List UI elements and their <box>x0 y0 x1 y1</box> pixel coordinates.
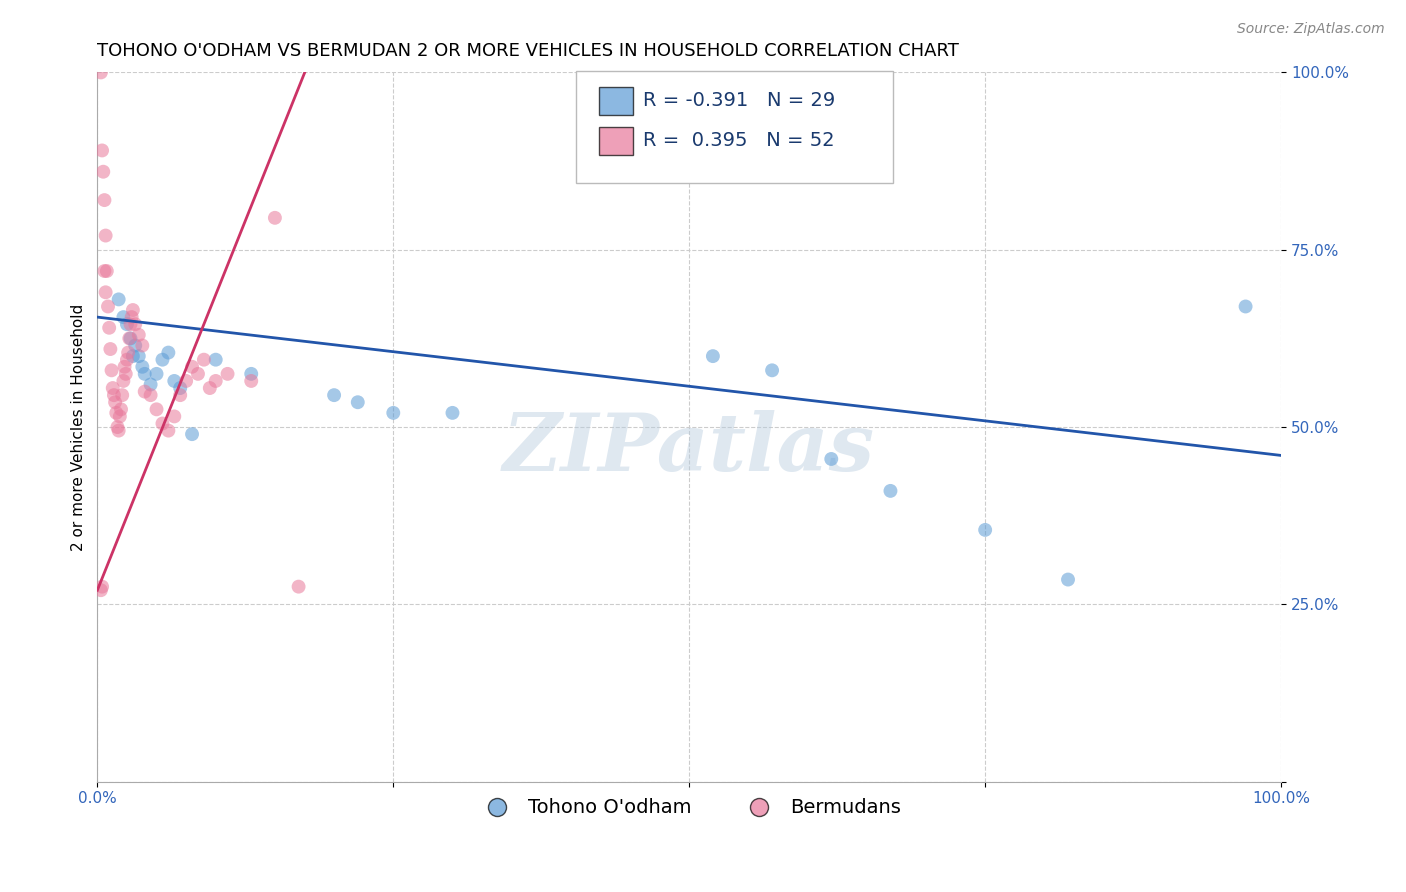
Point <box>181 427 204 442</box>
Point <box>118 331 141 345</box>
Point <box>90 583 112 598</box>
Point <box>90 65 112 79</box>
Text: Source: ZipAtlas.com: Source: ZipAtlas.com <box>1237 22 1385 37</box>
Legend: Tohono O'odham, Bermudans: Tohono O'odham, Bermudans <box>470 790 910 825</box>
Point <box>198 381 221 395</box>
Point <box>217 367 239 381</box>
Point <box>115 317 138 331</box>
Point <box>1057 573 1080 587</box>
Point <box>134 384 156 399</box>
Point <box>204 352 226 367</box>
Point <box>761 363 783 377</box>
Point <box>193 352 215 367</box>
Point <box>114 359 136 374</box>
Point <box>91 165 114 179</box>
Point <box>145 402 167 417</box>
Point <box>441 406 464 420</box>
Point <box>110 402 132 417</box>
Point <box>108 409 131 424</box>
Point <box>112 310 135 325</box>
Text: R =  0.395   N = 52: R = 0.395 N = 52 <box>643 131 834 151</box>
Point <box>114 367 136 381</box>
Point <box>157 345 180 359</box>
Point <box>121 303 143 318</box>
Text: ZIPatlas: ZIPatlas <box>503 409 876 487</box>
Point <box>820 452 842 467</box>
Point <box>264 211 287 225</box>
Point <box>163 374 186 388</box>
Text: R = -0.391   N = 29: R = -0.391 N = 29 <box>643 91 835 111</box>
Point <box>174 374 197 388</box>
Point <box>104 395 127 409</box>
Point <box>974 523 997 537</box>
Point <box>107 424 129 438</box>
Point <box>96 264 118 278</box>
Point <box>204 374 226 388</box>
Point <box>702 349 724 363</box>
Point <box>169 381 191 395</box>
Point <box>121 310 143 325</box>
Point <box>105 406 128 420</box>
Point <box>240 374 263 388</box>
Point <box>100 363 122 377</box>
Point <box>187 367 209 381</box>
Point <box>91 580 114 594</box>
Point <box>124 317 146 331</box>
Text: TOHONO O'ODHAM VS BERMUDAN 2 OR MORE VEHICLES IN HOUSEHOLD CORRELATION CHART: TOHONO O'ODHAM VS BERMUDAN 2 OR MORE VEH… <box>97 42 959 60</box>
Point <box>240 367 263 381</box>
Point <box>101 381 124 395</box>
Point <box>128 349 150 363</box>
Point <box>117 345 139 359</box>
Point <box>181 359 204 374</box>
Point <box>98 320 121 334</box>
Point <box>107 293 129 307</box>
Point <box>163 409 186 424</box>
Point <box>131 359 153 374</box>
Point <box>128 327 150 342</box>
Point <box>145 367 167 381</box>
Point <box>382 406 405 420</box>
Point <box>134 367 156 381</box>
Point <box>139 377 162 392</box>
Point <box>287 580 309 594</box>
Point <box>91 144 114 158</box>
Point <box>346 395 368 409</box>
Point <box>152 417 174 431</box>
Point <box>1234 300 1257 314</box>
Point <box>124 338 146 352</box>
Point <box>115 352 138 367</box>
Point <box>121 349 143 363</box>
Point <box>139 388 162 402</box>
Point <box>97 300 120 314</box>
Point <box>120 317 142 331</box>
Point <box>323 388 346 402</box>
Point <box>93 264 115 278</box>
Point <box>93 193 115 207</box>
Point <box>152 352 174 367</box>
Point <box>112 374 135 388</box>
Point <box>879 483 901 498</box>
Point <box>100 342 122 356</box>
Point <box>107 420 129 434</box>
Point <box>94 285 117 300</box>
Y-axis label: 2 or more Vehicles in Household: 2 or more Vehicles in Household <box>72 303 86 550</box>
Point <box>169 388 191 402</box>
Point <box>157 424 180 438</box>
Point <box>120 331 142 345</box>
Point <box>94 228 117 243</box>
Point <box>131 338 153 352</box>
Point <box>103 388 125 402</box>
Point <box>111 388 134 402</box>
